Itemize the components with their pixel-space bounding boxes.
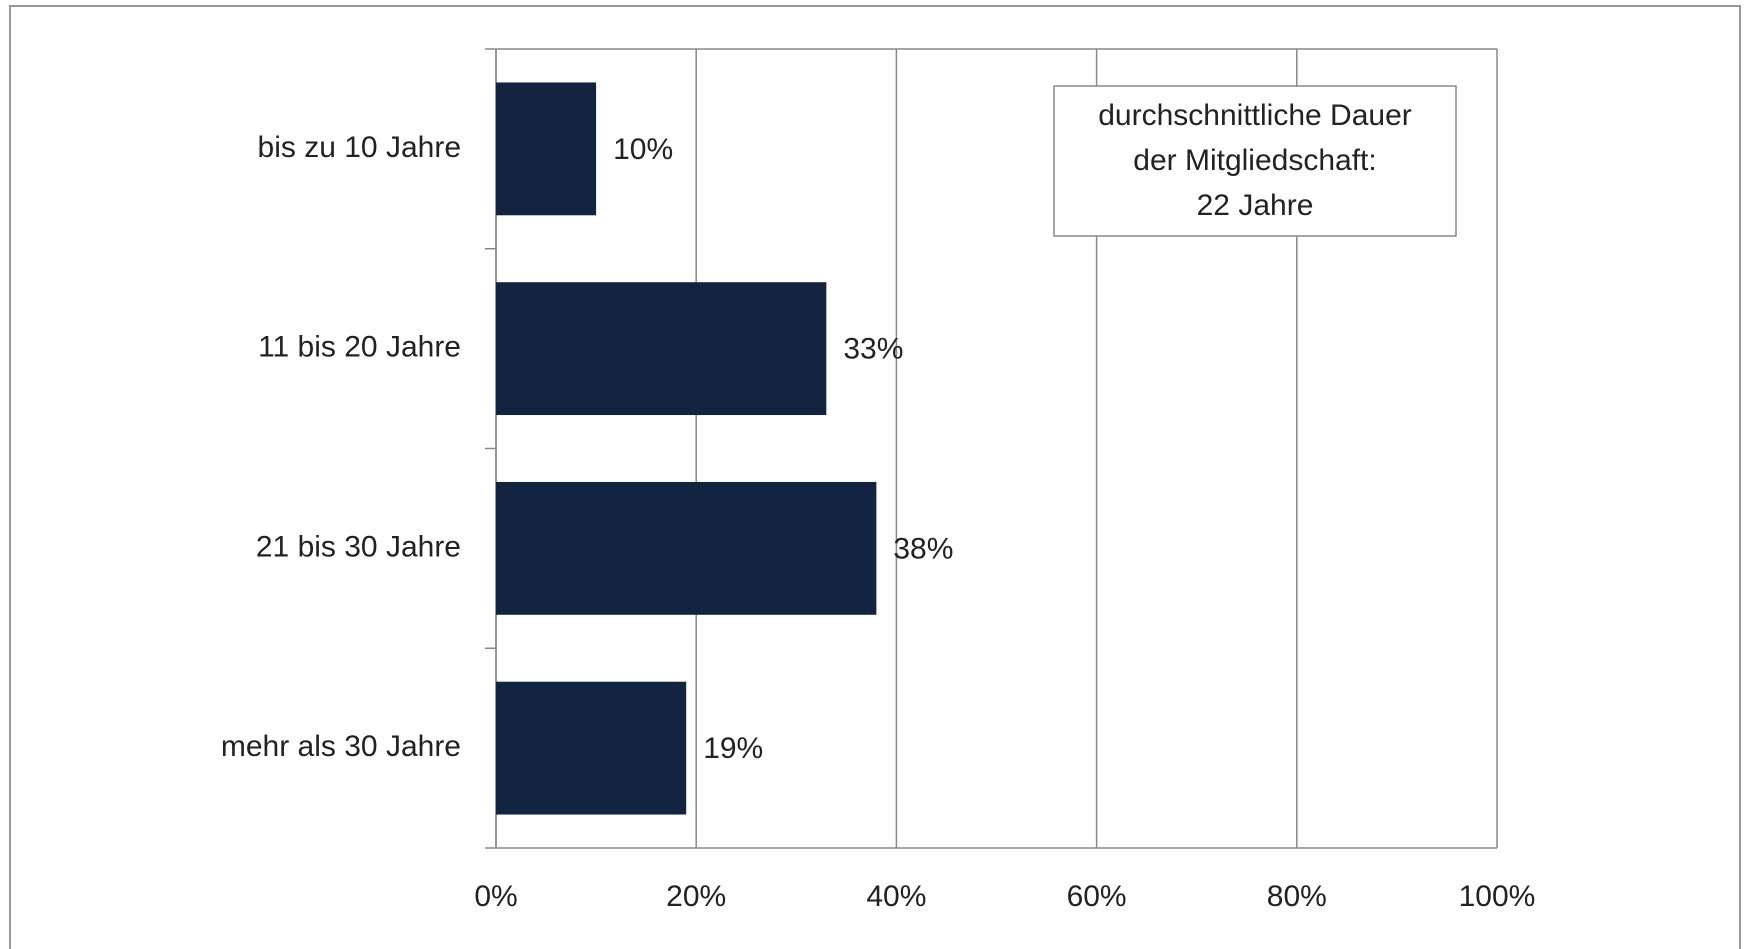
x-tick-label: 40%	[866, 880, 926, 913]
y-tick-label: mehr als 30 Jahre	[221, 730, 461, 763]
bar	[496, 282, 827, 416]
x-tick-label: 100%	[1459, 880, 1536, 913]
annotation-line: der Mitgliedschaft:	[1133, 144, 1376, 177]
y-tick-label: bis zu 10 Jahre	[258, 131, 461, 164]
annotation-line: durchschnittliche Dauer	[1098, 99, 1412, 132]
data-label: 33%	[843, 333, 903, 366]
x-tick-label: 80%	[1267, 880, 1327, 913]
y-tick-label: 21 bis 30 Jahre	[256, 530, 461, 563]
data-label: 10%	[613, 133, 673, 166]
data-label: 19%	[703, 732, 763, 765]
x-tick-label: 0%	[474, 880, 517, 913]
y-tick-label: 11 bis 20 Jahre	[258, 331, 461, 364]
bar	[496, 481, 877, 615]
chart-frame	[9, 5, 1741, 949]
annotation-box	[1053, 85, 1457, 237]
annotation-line: 22 Jahre	[1197, 189, 1314, 222]
x-tick-label: 60%	[1067, 880, 1127, 913]
bar	[496, 681, 687, 815]
x-tick-label: 20%	[666, 880, 726, 913]
data-label: 38%	[893, 532, 953, 565]
bar	[496, 82, 597, 216]
